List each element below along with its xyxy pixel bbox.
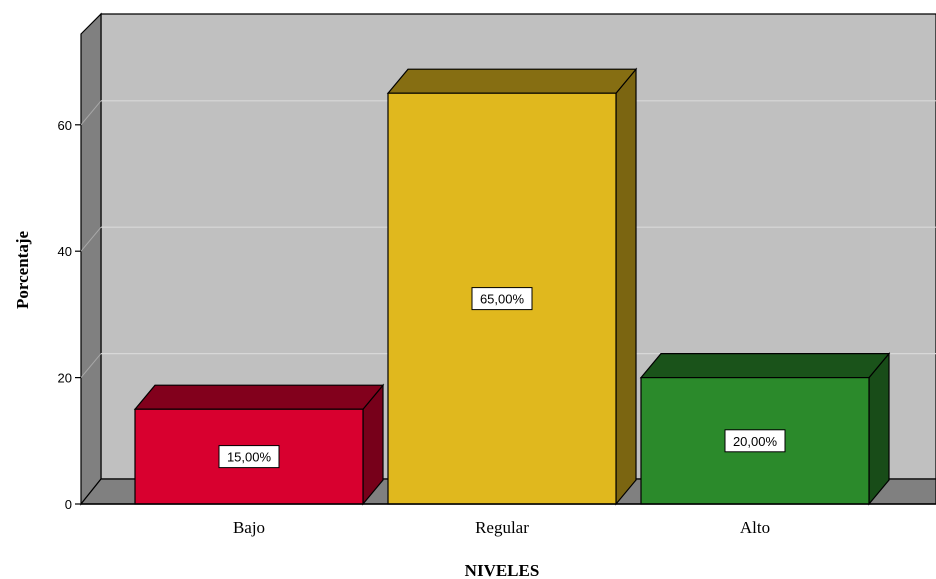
data-label-box [218, 445, 280, 469]
data-label: 20,00% [733, 434, 778, 449]
y-tick-label: 0 [65, 497, 72, 512]
y-tick-label: 20 [58, 371, 72, 386]
data-label: 15,00% [227, 450, 272, 465]
x-tick-label: Regular [475, 518, 529, 537]
bar-top [639, 353, 891, 379]
bar-bajo: 15,00% [133, 383, 385, 506]
gridline-wall [80, 353, 102, 378]
bar-regular: 65,00% [386, 67, 638, 506]
y-axis-title: Porcentaje [13, 231, 32, 309]
x-tick-label: Alto [740, 518, 770, 537]
bars: 15,00% Bajo 65,00% Regular 20,00% Alto [133, 67, 891, 537]
bar-top [386, 68, 638, 94]
bar-top [133, 384, 385, 410]
gridline-wall [80, 226, 102, 252]
data-label: 65,00% [480, 292, 525, 307]
y-tick-label: 40 [58, 244, 72, 259]
left-wall [80, 12, 102, 506]
bar-side [868, 351, 890, 506]
y-axis-ticks: 0 20 40 60 [58, 118, 81, 512]
gridline-wall [80, 100, 102, 126]
data-label-box [471, 287, 533, 311]
bar-side [615, 67, 637, 506]
bar-alto: 20,00% [639, 351, 891, 506]
data-label-box [724, 429, 786, 453]
y-tick-label: 60 [58, 118, 72, 133]
x-tick-label: Bajo [233, 518, 265, 537]
x-axis-title: NIVELES [465, 561, 540, 579]
